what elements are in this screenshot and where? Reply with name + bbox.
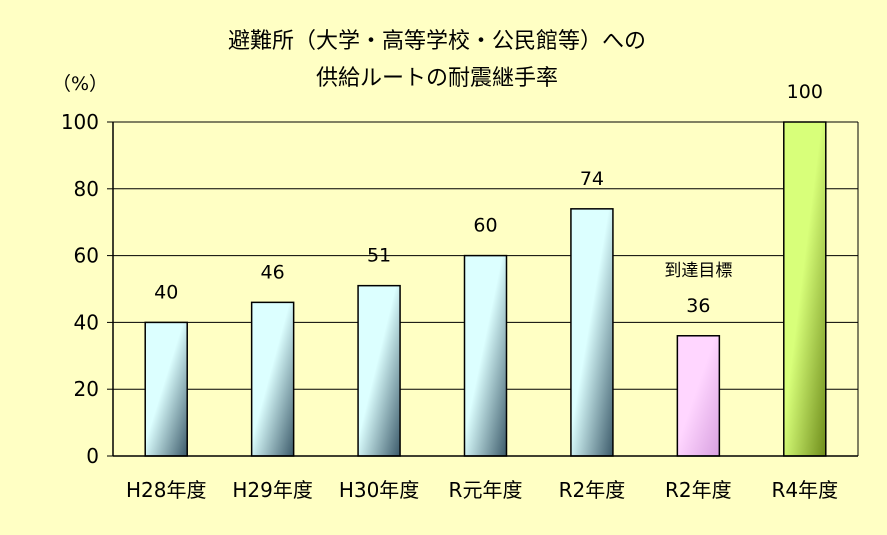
y-tick-label: 100: [61, 110, 99, 134]
data-label-5: 74: [580, 168, 604, 190]
category-label-1: H28年度: [126, 478, 207, 502]
data-label-4: 60: [473, 215, 497, 237]
bar-4: [463, 254, 508, 457]
bar-2: [250, 301, 295, 457]
category-label-4: R元年度: [449, 478, 523, 502]
y-axis-unit-label: （%）: [52, 73, 108, 95]
data-label-1: 40: [154, 281, 178, 303]
category-label-3: H30年度: [339, 478, 420, 502]
bar-7: [783, 121, 827, 457]
y-tick-label: 0: [86, 444, 99, 468]
data-label-2: 46: [261, 261, 285, 283]
y-tick-label: 40: [74, 310, 99, 334]
category-labels: H28年度 H29年度 H30年度 R元年度 R2年度 R2年度 R4年度: [126, 478, 838, 502]
category-label-2: H29年度: [232, 478, 313, 502]
y-tick-label: 60: [74, 244, 99, 268]
bar-5: [570, 208, 614, 457]
data-label-7: 100: [787, 81, 823, 103]
category-label-7: R4年度: [771, 478, 838, 502]
bar-1: [144, 321, 188, 457]
chart-title: 避難所（大学・高等学校・公民館等）への 供給ルートの耐震継手率: [228, 29, 646, 91]
chart-title-line-2: 供給ルートの耐震継手率: [316, 66, 558, 91]
bars: [144, 121, 827, 457]
axes: [112, 122, 859, 457]
bar-3: [357, 284, 401, 457]
data-labels: 40 46 51 60 74 36 100 到達目標: [154, 81, 823, 317]
data-label-6: 36: [686, 295, 710, 317]
y-tick-label: 80: [74, 177, 99, 201]
y-tick-label: 20: [74, 377, 99, 401]
data-label-3: 51: [367, 245, 391, 267]
bar-6: [676, 335, 721, 457]
chart-title-line-1: 避難所（大学・高等学校・公民館等）への: [228, 29, 646, 54]
category-label-5: R2年度: [559, 478, 626, 502]
category-label-6: R2年度: [665, 478, 732, 502]
target-annotation: 到達目標: [664, 261, 732, 281]
y-axis-ticks: 0 20 40 60 80 100: [61, 110, 113, 468]
